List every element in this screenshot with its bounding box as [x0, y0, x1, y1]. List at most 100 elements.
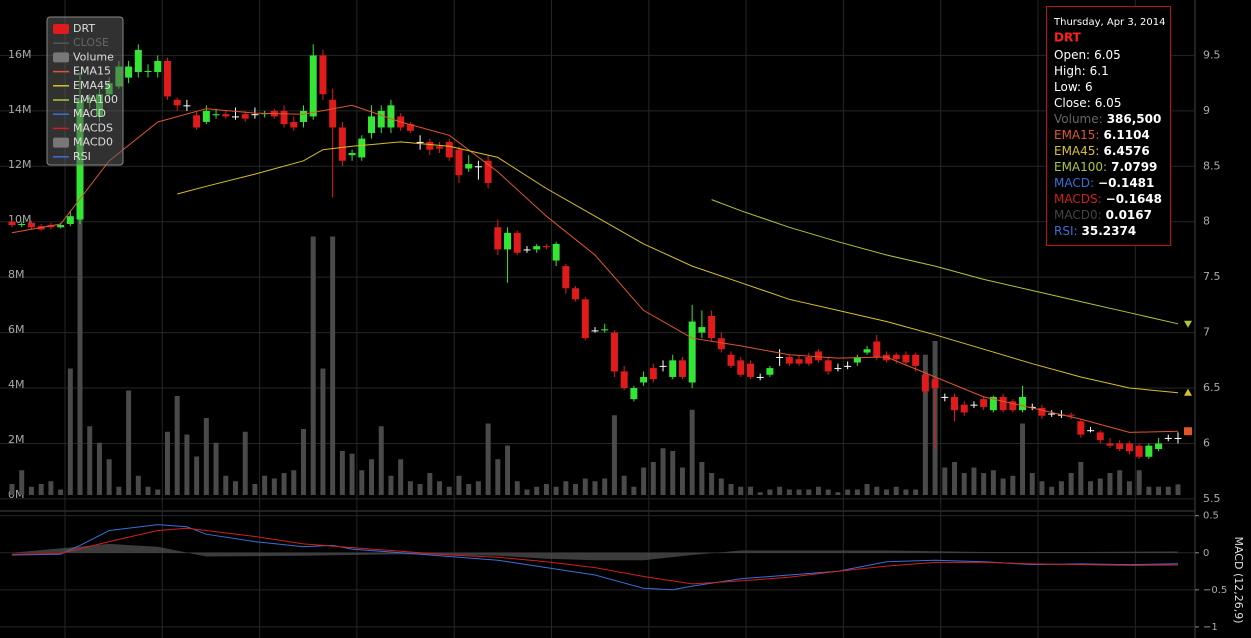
candle-body [610, 332, 618, 372]
volume-bar [67, 368, 73, 495]
candle-body [863, 349, 871, 353]
candle-body [338, 127, 346, 161]
volume-tick-label: 12M [8, 158, 32, 171]
volume-bar [641, 467, 647, 495]
volume-bar [48, 481, 54, 495]
volume-bar [514, 481, 520, 495]
volume-bar [388, 475, 394, 495]
candle-body [329, 99, 337, 128]
candle-body [1125, 443, 1133, 452]
volume-bar [194, 456, 200, 495]
macd-tick-label: −1 [1203, 622, 1218, 633]
candle-body [494, 227, 502, 250]
tooltip-value: 6.05 [1095, 96, 1122, 110]
volume-tick-label: 14M [8, 103, 32, 116]
volume-bar [728, 484, 734, 495]
volume-bar [330, 236, 336, 495]
candle-body [581, 299, 589, 339]
volume-bar [1136, 470, 1142, 495]
candle-body [1087, 430, 1095, 432]
volume-bar [738, 486, 744, 495]
candle-body [416, 141, 424, 143]
candle-body [309, 55, 317, 117]
candle-body [873, 341, 881, 357]
volume-bar [621, 475, 627, 495]
tooltip-label: EMA45: [1054, 144, 1099, 158]
candle-body [562, 266, 570, 289]
tooltip-row: Open: 6.05 [1054, 48, 1121, 62]
candle-body [795, 359, 803, 364]
volume-bar [534, 486, 540, 495]
volume-bar [796, 489, 802, 495]
volume-bar [291, 470, 297, 495]
legend-label: EMA45 [73, 79, 111, 92]
volume-bar [1088, 481, 1094, 495]
tooltip-value: 6.1104 [1103, 128, 1149, 142]
candle-body [805, 357, 813, 364]
candle-body [1135, 445, 1143, 457]
candle-body [630, 388, 638, 400]
y-tick-label: 8.5 [1203, 159, 1221, 172]
volume-bar [1039, 481, 1045, 495]
volume-bar [874, 486, 880, 495]
candle-body [766, 368, 774, 375]
volume-bar [922, 354, 928, 495]
volume-bar [981, 473, 987, 495]
volume-bar [145, 486, 151, 495]
y-tick-label: 7 [1203, 326, 1210, 339]
candle-body [708, 315, 716, 339]
candle-body [222, 114, 230, 117]
volume-bar [155, 489, 161, 495]
volume-bar [339, 451, 345, 495]
volume-bar [446, 486, 452, 495]
volume-bar [1107, 473, 1113, 495]
tooltip-value: 7.0799 [1111, 160, 1157, 174]
volume-bar [757, 492, 763, 495]
candle-body [1145, 445, 1153, 457]
volume-bar [203, 418, 209, 495]
volume-tick-label: 4M [8, 378, 25, 391]
volume-bar [262, 475, 268, 495]
volume-bar [786, 489, 792, 495]
volume-bar [87, 426, 93, 495]
legend-label: MACD0 [73, 136, 113, 149]
volume-bar [845, 489, 851, 495]
candle-body [834, 368, 842, 370]
candle-body [883, 354, 890, 361]
tooltip-value: 0.0167 [1106, 208, 1152, 222]
volume-bar [38, 484, 44, 495]
volume-bar [271, 478, 277, 495]
candle-body [572, 288, 580, 300]
volume-bar [942, 467, 948, 495]
volume-bar [232, 481, 238, 495]
candle-body [931, 379, 939, 389]
volume-bar [806, 489, 812, 495]
candle-body [445, 141, 453, 158]
candle-body [202, 110, 210, 122]
candle-body [406, 124, 414, 131]
volume-bar [417, 484, 423, 495]
volume-bar [116, 486, 122, 495]
volume-bar [9, 484, 15, 495]
candle-body [66, 216, 74, 224]
tooltip-label: MACD0: [1054, 208, 1102, 222]
volume-bar [1117, 470, 1123, 495]
candle-body [678, 360, 686, 377]
y-tick-label: 9 [1203, 104, 1210, 117]
tooltip-value: −0.1648 [1106, 192, 1162, 206]
volume-bar [1058, 481, 1064, 495]
volume-bar [320, 368, 326, 495]
legend-label: CLOSE [73, 36, 109, 49]
candle-body [737, 360, 745, 375]
tooltip-row: MACDS: −0.1648 [1054, 192, 1162, 206]
volume-bar [1146, 486, 1152, 495]
volume-tick-label: 8M [8, 268, 25, 281]
volume-bar [689, 409, 695, 495]
tooltip-label: Volume: [1054, 112, 1103, 126]
volume-bar [106, 459, 112, 495]
y-tick-label: 6.5 [1203, 381, 1221, 394]
candle-body [1048, 413, 1056, 415]
volume-bar [767, 489, 773, 495]
